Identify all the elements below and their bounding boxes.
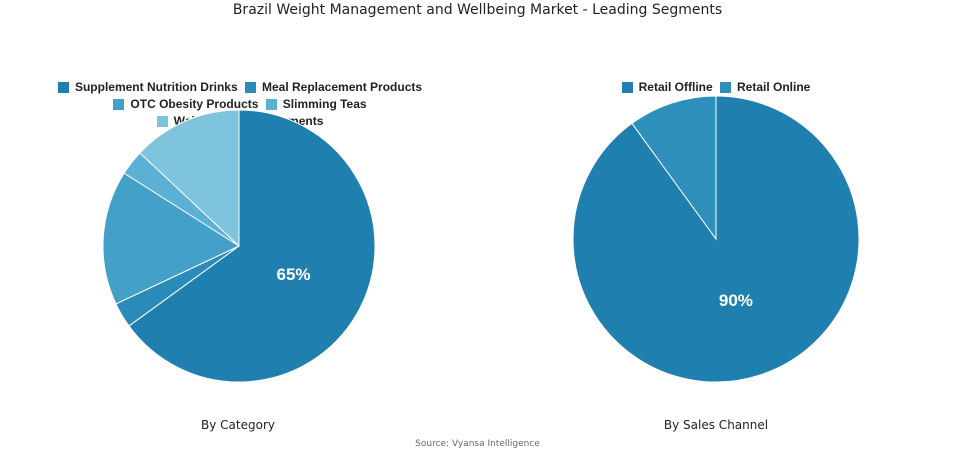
pie-slice-otc-obesity-products	[102, 172, 241, 305]
legend-swatch	[244, 82, 256, 93]
legend-label: Supplement Nutrition Drinks	[74, 80, 238, 94]
legend-swatch	[720, 82, 731, 93]
legend-item: Slimming Teas	[265, 97, 367, 112]
legend-label: OTC Obesity Products	[130, 97, 259, 111]
legend-label: Meal Replacement Products	[261, 80, 423, 94]
legend-item: Meal Replacement Products	[244, 80, 423, 95]
legend-item: Supplement Nutrition Drinks	[57, 80, 238, 95]
pie-slice-supplement-nutrition-drinks	[128, 109, 376, 383]
legend-swatch	[57, 82, 69, 93]
legend-item: Retail Offline	[621, 80, 713, 95]
legend-label: Retail Online	[737, 80, 811, 94]
legend-item: OTC Obesity Products	[113, 97, 258, 112]
legend-label: Retail Offline	[638, 80, 713, 94]
legend-swatch	[621, 82, 633, 93]
data-label: 65%	[277, 265, 311, 284]
data-label: 90%	[719, 291, 753, 310]
subtitle-category: By Category	[201, 418, 275, 432]
source-note: Source: Vyansa Intelligence	[415, 439, 540, 449]
chart-title: Brazil Weight Management and Wellbeing M…	[232, 2, 723, 18]
legend-label: Slimming Teas	[282, 97, 367, 111]
legend-swatch	[156, 116, 168, 127]
pie-slice-weight-loss-supplements	[139, 109, 240, 248]
legend-channel: Retail Offline Retail Online	[566, 80, 866, 97]
subtitle-channel: By Sales Channel	[663, 418, 769, 432]
legend-swatch	[113, 99, 125, 110]
legend-item: Retail Online	[720, 80, 810, 95]
legend-swatch	[265, 99, 277, 110]
pie-slice-retail-online	[631, 95, 717, 241]
